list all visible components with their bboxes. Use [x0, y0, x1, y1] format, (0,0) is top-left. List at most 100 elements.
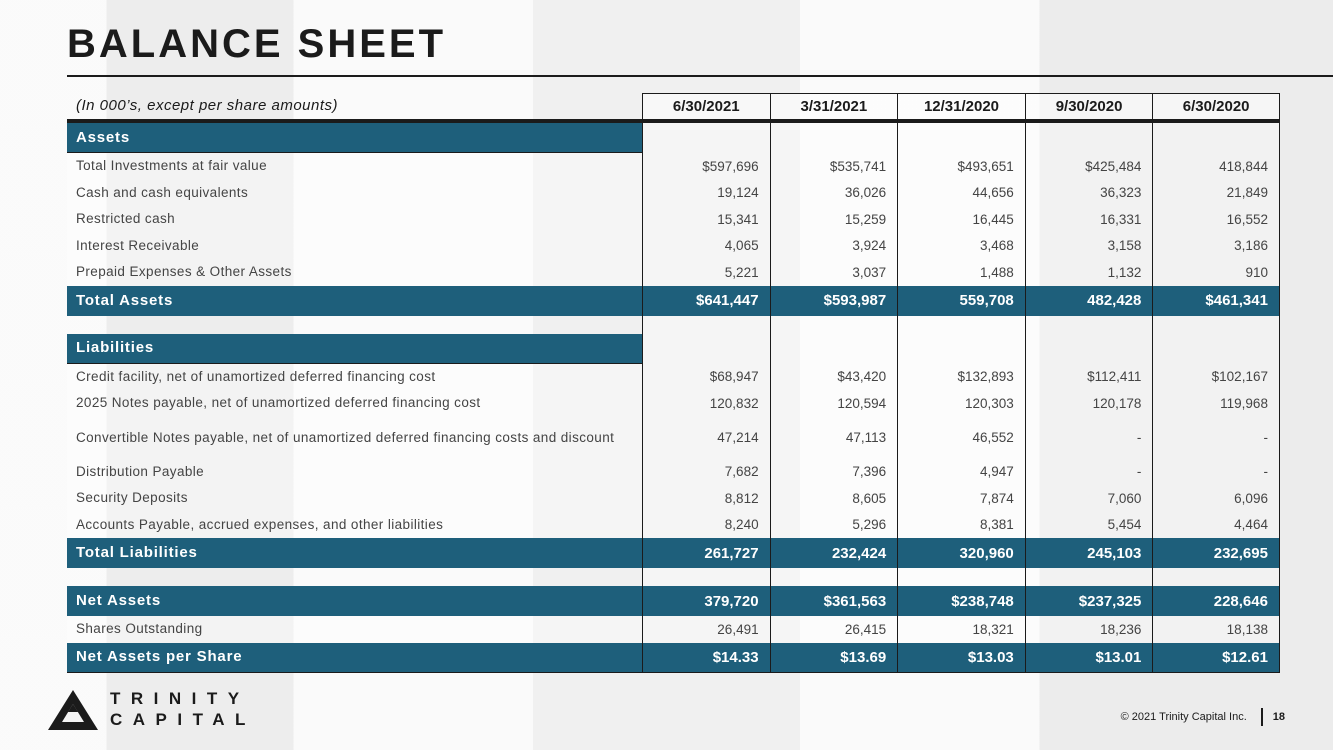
value-cell: 47,214: [642, 416, 770, 459]
total-value: $461,341: [1152, 285, 1280, 316]
empty-cell: [642, 123, 770, 153]
row-label: Interest Receivable: [67, 232, 642, 259]
table-row: Convertible Notes payable, net of unamor…: [67, 416, 1280, 459]
total-value: 245,103: [1024, 538, 1153, 568]
total-value: $593,987: [769, 285, 898, 316]
section-heading-assets: Assets: [67, 123, 642, 153]
value-cell: 4,947: [897, 458, 1025, 485]
total-assets-row: Total Assets $641,447 $593,987 559,708 4…: [67, 285, 1280, 316]
value-cell: $597,696: [642, 153, 770, 180]
total-value: 228,646: [1152, 586, 1280, 616]
total-label: Total Assets: [67, 285, 642, 316]
value-cell: -: [1152, 458, 1280, 485]
empty-cell: [642, 568, 770, 586]
value-cell: $493,651: [897, 153, 1025, 180]
empty-cell: [642, 333, 770, 364]
footer: © 2021 Trinity Capital Inc. 18: [1121, 708, 1285, 726]
row-label: Shares Outstanding: [67, 616, 642, 643]
net-assets-per-share-row: Net Assets per Share $14.33 $13.69 $13.0…: [67, 642, 1280, 673]
table-row: Security Deposits 8,812 8,605 7,874 7,06…: [67, 485, 1280, 512]
value-cell: 3,468: [897, 232, 1025, 259]
row-label: Cash and cash equivalents: [67, 179, 642, 206]
total-value: 482,428: [1024, 285, 1153, 316]
row-label: Restricted cash: [67, 206, 642, 233]
value-cell: 3,037: [769, 259, 898, 286]
value-cell: 18,236: [1024, 616, 1153, 643]
total-value: 261,727: [642, 538, 770, 568]
value-cell: 46,552: [897, 416, 1025, 459]
empty-cell: [1024, 315, 1153, 334]
row-label: Total Investments at fair value: [67, 153, 642, 180]
value-cell: 18,321: [897, 616, 1025, 643]
value-cell: 7,682: [642, 458, 770, 485]
row-label: Accounts Payable, accrued expenses, and …: [67, 511, 642, 538]
column-header: 9/30/2020: [1024, 93, 1153, 119]
logo-word-1: TRINITY: [110, 689, 250, 708]
row-label: Prepaid Expenses & Other Assets: [67, 259, 642, 286]
value-cell: 1,488: [897, 259, 1025, 286]
value-cell: 3,158: [1024, 232, 1153, 259]
spacer-label: [67, 568, 642, 586]
empty-cell: [769, 333, 898, 364]
value-cell: 120,594: [769, 390, 898, 417]
value-cell: 26,491: [642, 616, 770, 643]
value-cell: 44,656: [897, 179, 1025, 206]
column-header: 3/31/2021: [769, 93, 898, 119]
table-row: 2025 Notes payable, net of unamortized d…: [67, 390, 1280, 417]
total-value: 379,720: [642, 586, 770, 616]
table-row: Shares Outstanding 26,491 26,415 18,321 …: [67, 616, 1280, 643]
empty-cell: [1024, 568, 1153, 586]
total-value: $237,325: [1024, 586, 1153, 616]
total-label: Net Assets per Share: [67, 642, 642, 672]
empty-cell: [769, 315, 898, 334]
value-cell: 36,323: [1024, 179, 1153, 206]
empty-cell: [1024, 123, 1153, 153]
total-value: $13.03: [897, 642, 1025, 672]
value-cell: $535,741: [769, 153, 898, 180]
empty-cell: [897, 333, 1025, 364]
balance-sheet-table: (In 000’s, except per share amounts) 6/3…: [67, 93, 1280, 673]
value-cell: 8,381: [897, 511, 1025, 538]
table-row: Distribution Payable 7,682 7,396 4,947 -…: [67, 458, 1280, 485]
value-cell: $102,167: [1152, 363, 1280, 390]
empty-cell: [642, 315, 770, 334]
value-cell: 910: [1152, 259, 1280, 286]
total-value: 232,695: [1152, 538, 1280, 568]
column-header: 6/30/2020: [1152, 93, 1280, 119]
total-value: 320,960: [897, 538, 1025, 568]
empty-cell: [1152, 315, 1280, 334]
value-cell: 15,341: [642, 206, 770, 233]
total-label: Total Liabilities: [67, 538, 642, 568]
spacer-label: [67, 316, 642, 334]
value-cell: $68,947: [642, 363, 770, 390]
empty-cell: [1152, 568, 1280, 586]
total-value: $238,748: [897, 586, 1025, 616]
value-cell: 6,096: [1152, 485, 1280, 512]
value-cell: 5,454: [1024, 511, 1153, 538]
row-label: Convertible Notes payable, net of unamor…: [67, 416, 642, 459]
table-header-row: (In 000’s, except per share amounts) 6/3…: [67, 93, 1280, 123]
value-cell: $43,420: [769, 363, 898, 390]
table-row: Interest Receivable 4,065 3,924 3,468 3,…: [67, 232, 1280, 259]
section-heading-row: Assets: [67, 123, 1280, 153]
value-cell: 3,924: [769, 232, 898, 259]
value-cell: 5,221: [642, 259, 770, 286]
row-label: Distribution Payable: [67, 458, 642, 485]
value-cell: 3,186: [1152, 232, 1280, 259]
row-label: Security Deposits: [67, 485, 642, 512]
empty-cell: [897, 315, 1025, 334]
empty-cell: [897, 568, 1025, 586]
company-logo: TRINITY CAPITAL: [48, 688, 245, 732]
table-row: Accounts Payable, accrued expenses, and …: [67, 511, 1280, 538]
value-cell: -: [1024, 458, 1153, 485]
empty-cell: [897, 123, 1025, 153]
table-row: Credit facility, net of unamortized defe…: [67, 363, 1280, 390]
value-cell: 47,113: [769, 416, 898, 459]
value-cell: 7,874: [897, 485, 1025, 512]
value-cell: 119,968: [1152, 390, 1280, 417]
section-heading-liabilities: Liabilities: [67, 333, 642, 364]
net-assets-row: Net Assets 379,720 $361,563 $238,748 $23…: [67, 586, 1280, 616]
column-header: 6/30/2021: [642, 93, 770, 119]
column-header: 12/31/2020: [897, 93, 1025, 119]
value-cell: 418,844: [1152, 153, 1280, 180]
